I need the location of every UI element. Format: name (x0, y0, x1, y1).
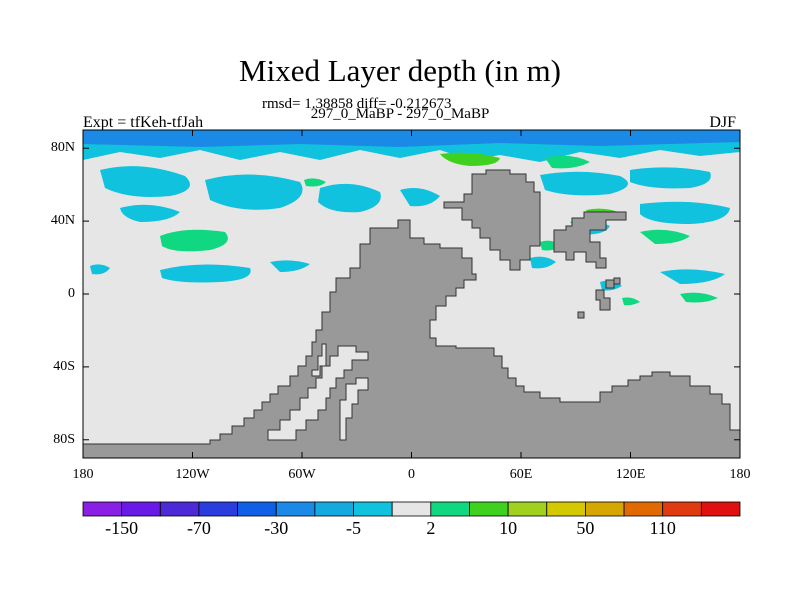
colorbar-swatch (237, 501, 277, 517)
contour-patch-green-eurasia (440, 152, 500, 166)
lat-tick-label: 0 (68, 286, 75, 301)
land-americas-antarctica (83, 219, 740, 458)
contour-patch-eq-east (660, 269, 725, 284)
ocean-notch-west (311, 343, 327, 377)
lon-tick-label: 180 (729, 467, 751, 482)
colorbar-tick-label: 50 (576, 518, 595, 538)
colorbar-tick-label: 110 (649, 518, 676, 538)
lon-tick-label: 60W (288, 467, 316, 482)
plot-title: Mixed Layer depth (in m) (239, 53, 561, 88)
season-label: DJF (709, 114, 736, 131)
colorbar-tick-label: -150 (105, 518, 139, 538)
contour-patch-npac-4 (120, 204, 180, 222)
land-asia-peninsula (553, 211, 627, 269)
colorbar-swatch (469, 501, 509, 517)
ocean-channel-inner (339, 377, 369, 441)
lon-tick-label: 0 (408, 467, 415, 482)
colorbar-swatch (314, 501, 354, 517)
colorbar-swatch (353, 501, 393, 517)
contour-patch-npac-1 (100, 166, 190, 197)
colorbar-swatch (546, 501, 586, 517)
colorbar-swatch (121, 501, 161, 517)
land-island-1 (595, 289, 611, 311)
colorbar (82, 501, 741, 517)
colorbar-swatch (700, 501, 741, 517)
rmsd-diff-stats: rmsd= 1.38858 diff= -0.212673 (262, 96, 452, 112)
contour-patch-green-indo-2 (622, 297, 640, 306)
contour-patch-asia-cyan (630, 167, 711, 189)
contour-patch-green-eq-east (680, 292, 718, 303)
ocean-channel-southern (267, 345, 369, 441)
land-island-3 (577, 311, 585, 319)
lon-tick-label: 180 (72, 467, 94, 482)
colorbar-tick-label: -30 (264, 518, 289, 538)
lat-tick-label: 40N (50, 213, 75, 229)
lat-tick-label: 80N (50, 140, 75, 156)
lon-tick-label: 120W (175, 467, 210, 482)
colorbar-swatch (623, 501, 664, 517)
experiment-label: Expt = tfKeh-tfJah (83, 114, 204, 131)
contour-patch-atl-1 (400, 188, 440, 207)
colorbar-swatch (82, 501, 123, 517)
contour-patch-npac-3 (318, 183, 381, 213)
contour-patch-green-eurasia-2 (545, 155, 590, 169)
lon-tick-label: 60E (509, 467, 533, 482)
colorbar-tick-label: -5 (346, 518, 362, 538)
map-field-layer (83, 130, 740, 458)
contour-patch-npac-2 (205, 174, 303, 210)
lon-tick-label: 120E (615, 467, 646, 482)
lat-tick-label: 40S (53, 358, 75, 374)
colorbar-swatch (159, 501, 200, 517)
colorbar-swatch (662, 501, 702, 517)
contour-patch-green-natl (304, 178, 326, 187)
lat-tick-label: 80S (53, 431, 75, 447)
contour-patch-green-east (640, 229, 690, 244)
land-eurasia (443, 169, 541, 271)
colorbar-tick-label: -70 (186, 518, 211, 538)
colorbar-swatch (585, 501, 625, 517)
plot-subtitle: 297_0_MaBP - 297_0_MaBP (310, 106, 490, 122)
contour-patch-green-npac (160, 229, 228, 252)
contour-patch-npac-east (640, 201, 730, 224)
colorbar-swatch (275, 501, 316, 517)
colorbar-swatch (198, 501, 238, 517)
colorbar-tick-label: 2 (426, 518, 436, 538)
contour-patch-eurasia-cyan (540, 171, 628, 196)
colorbar-tick-label: 10 (499, 518, 518, 538)
contour-patch-tropical-3 (90, 264, 110, 275)
axis-ticks (82, 130, 741, 458)
contour-patch-tropical-2 (270, 260, 310, 272)
land-island-2 (605, 279, 615, 289)
contour-patch-arctic-deep (83, 130, 740, 147)
contour-patch-tropical-1 (160, 264, 251, 283)
land-island-4 (613, 277, 621, 285)
colorbar-swatch (430, 501, 470, 517)
colorbar-swatch (391, 501, 432, 517)
contour-patch-bay (530, 256, 556, 269)
colorbar-swatch (507, 501, 548, 517)
